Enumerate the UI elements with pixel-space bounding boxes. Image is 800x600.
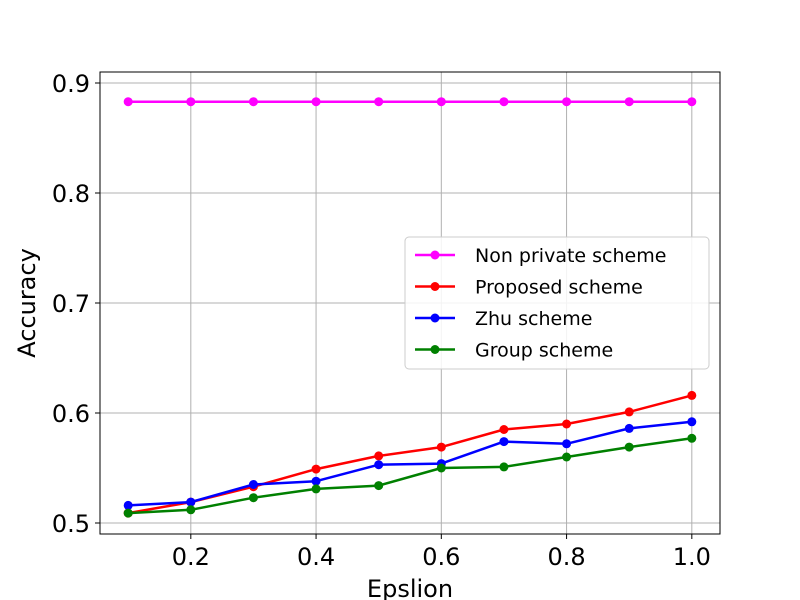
- legend-marker: [430, 313, 440, 323]
- data-point: [123, 97, 133, 107]
- series-line: [128, 437, 692, 515]
- data-point: [123, 508, 133, 518]
- x-tick-label: 0.6: [422, 543, 460, 571]
- data-point: [624, 423, 634, 433]
- data-point: [248, 493, 258, 503]
- data-point: [374, 451, 384, 461]
- x-tick-label: 0.4: [297, 543, 335, 571]
- data-point: [687, 433, 697, 443]
- data-point: [248, 480, 258, 489]
- legend-label: Group scheme: [475, 340, 613, 362]
- data-point: [499, 97, 509, 107]
- legend: Non private scheme Proposed scheme Zhu sch…: [404, 236, 710, 370]
- y-tick-label: 0.5: [52, 510, 90, 538]
- data-point: [624, 97, 634, 107]
- data-point: [436, 97, 446, 107]
- y-axis-label: Accuracy: [13, 248, 41, 358]
- data-point: [562, 97, 572, 107]
- data-point: [311, 97, 321, 107]
- data-point: [562, 452, 572, 462]
- x-tick-label: 1.0: [673, 543, 711, 571]
- data-point: [123, 500, 133, 510]
- data-point: [499, 462, 509, 472]
- data-point: [311, 484, 321, 494]
- data-point: [687, 97, 697, 107]
- x-tick-label: 0.8: [547, 543, 585, 571]
- x-axis-label: Epslion: [367, 575, 453, 600]
- data-point: [374, 481, 384, 491]
- x-tick-label: 0.2: [172, 543, 210, 571]
- legend-label: Zhu scheme: [475, 308, 592, 330]
- data-point: [687, 390, 697, 400]
- data-point: [562, 419, 572, 429]
- data-point: [436, 463, 446, 473]
- data-point: [311, 476, 321, 486]
- series-line: [128, 420, 692, 507]
- data-point: [499, 437, 509, 447]
- data-point: [562, 439, 572, 449]
- legend-marker: [430, 282, 440, 291]
- axis-ticks: 0.2 0.4 0.6 0.8 1.0 0.5 0.6 0.7 0.8 0.9: [52, 70, 711, 571]
- data-point: [186, 97, 196, 107]
- legend-label: Non private scheme: [475, 245, 666, 267]
- y-tick-label: 0.9: [52, 70, 90, 98]
- y-tick-label: 0.6: [52, 400, 90, 428]
- data-point: [436, 442, 446, 452]
- data-point: [248, 97, 258, 107]
- data-point: [374, 460, 384, 470]
- legend-marker: [430, 250, 440, 260]
- legend-label: Proposed scheme: [475, 277, 643, 299]
- data-point: [186, 497, 196, 507]
- legend-box: [404, 236, 710, 370]
- data-point: [624, 442, 634, 452]
- data-point: [687, 417, 697, 427]
- data-point: [374, 97, 384, 107]
- y-tick-label: 0.7: [52, 290, 90, 318]
- data-point: [624, 407, 634, 417]
- data-point: [186, 505, 196, 515]
- data-point: [499, 425, 509, 434]
- data-point: [311, 464, 321, 474]
- legend-marker: [430, 345, 440, 354]
- y-tick-label: 0.8: [52, 180, 90, 208]
- series-layer: [123, 97, 697, 518]
